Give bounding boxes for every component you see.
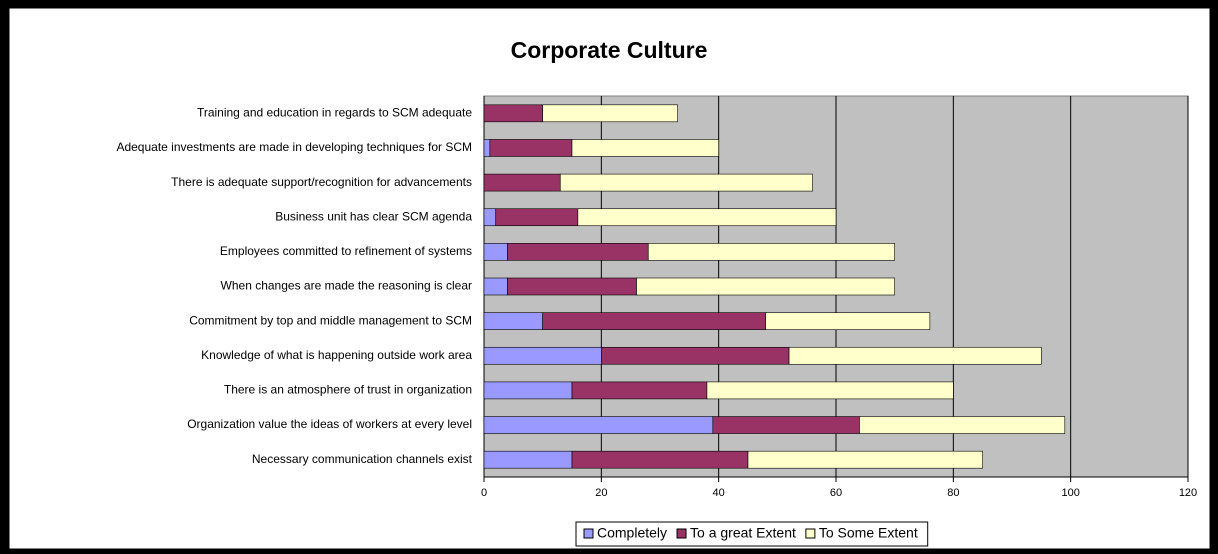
bar-segment <box>495 208 579 227</box>
bar-segment <box>483 104 543 123</box>
chart-title: Corporate Culture <box>511 37 708 63</box>
bar-segment <box>577 208 837 227</box>
bar-segment <box>571 381 708 400</box>
bar-segment <box>571 450 749 469</box>
x-tick-label: 0 <box>481 487 487 499</box>
legend-label: To Some Extent <box>819 525 918 541</box>
bar-segment <box>859 416 1066 434</box>
y-tick-label: Commitment by top and middle management … <box>189 313 472 327</box>
x-tick-label: 100 <box>1061 487 1079 499</box>
bar-segment <box>542 104 678 123</box>
y-tick-label: When changes are made the reasoning is c… <box>221 279 472 293</box>
bar-segment <box>483 381 573 400</box>
legend-swatch <box>805 528 816 539</box>
bar-segment <box>483 346 602 365</box>
y-tick-label: Necessary communication channels exist <box>252 452 473 466</box>
x-tick-label: 40 <box>713 487 725 499</box>
bar-segment <box>559 173 813 192</box>
bar-segment <box>483 450 573 469</box>
bar-segment <box>483 416 714 434</box>
y-tick-label: Organization value the ideas of workers … <box>187 417 472 431</box>
y-tick-label: There is adequate support/recognition fo… <box>171 175 472 189</box>
bar-segment <box>765 312 931 330</box>
bar-segment <box>483 312 543 330</box>
y-tick-label: Knowledge of what is happening outside w… <box>201 348 472 362</box>
bar-segment <box>483 277 508 296</box>
x-tick-label: 20 <box>595 487 607 499</box>
bar-segment <box>601 346 790 365</box>
bar-segment <box>507 277 637 296</box>
y-tick-label: Training and education in regards to SCM… <box>197 105 472 119</box>
x-tick-label: 120 <box>1179 487 1197 499</box>
y-tick-label: Business unit has clear SCM agenda <box>275 209 472 223</box>
bar-segment <box>788 346 1042 365</box>
bar-segment <box>483 173 561 192</box>
legend-label: Completely <box>597 525 667 541</box>
bar-segment <box>706 381 954 400</box>
bar-segment <box>712 416 860 434</box>
bar-segment <box>542 312 766 330</box>
bar-segment <box>483 208 497 227</box>
bar-segment <box>747 450 983 469</box>
legend <box>575 521 929 547</box>
legend-swatch <box>583 528 594 539</box>
y-tick-label: Employees committed to refinement of sys… <box>220 244 472 258</box>
y-tick-label: There is an atmosphere of trust in organ… <box>224 383 472 397</box>
bar-segment <box>647 243 895 261</box>
legend-label: To a great Extent <box>690 525 796 541</box>
bar-segment <box>571 139 719 157</box>
x-tick-label: 80 <box>947 487 959 499</box>
x-tick-label: 60 <box>830 487 842 499</box>
bar-segment <box>483 139 491 157</box>
bar-segment <box>636 277 895 296</box>
legend-swatch <box>676 528 687 539</box>
bar-segment <box>507 243 649 261</box>
bar-segment <box>483 243 508 261</box>
y-tick-label: Adequate investments are made in develop… <box>116 140 472 154</box>
bar-segment <box>489 139 573 157</box>
